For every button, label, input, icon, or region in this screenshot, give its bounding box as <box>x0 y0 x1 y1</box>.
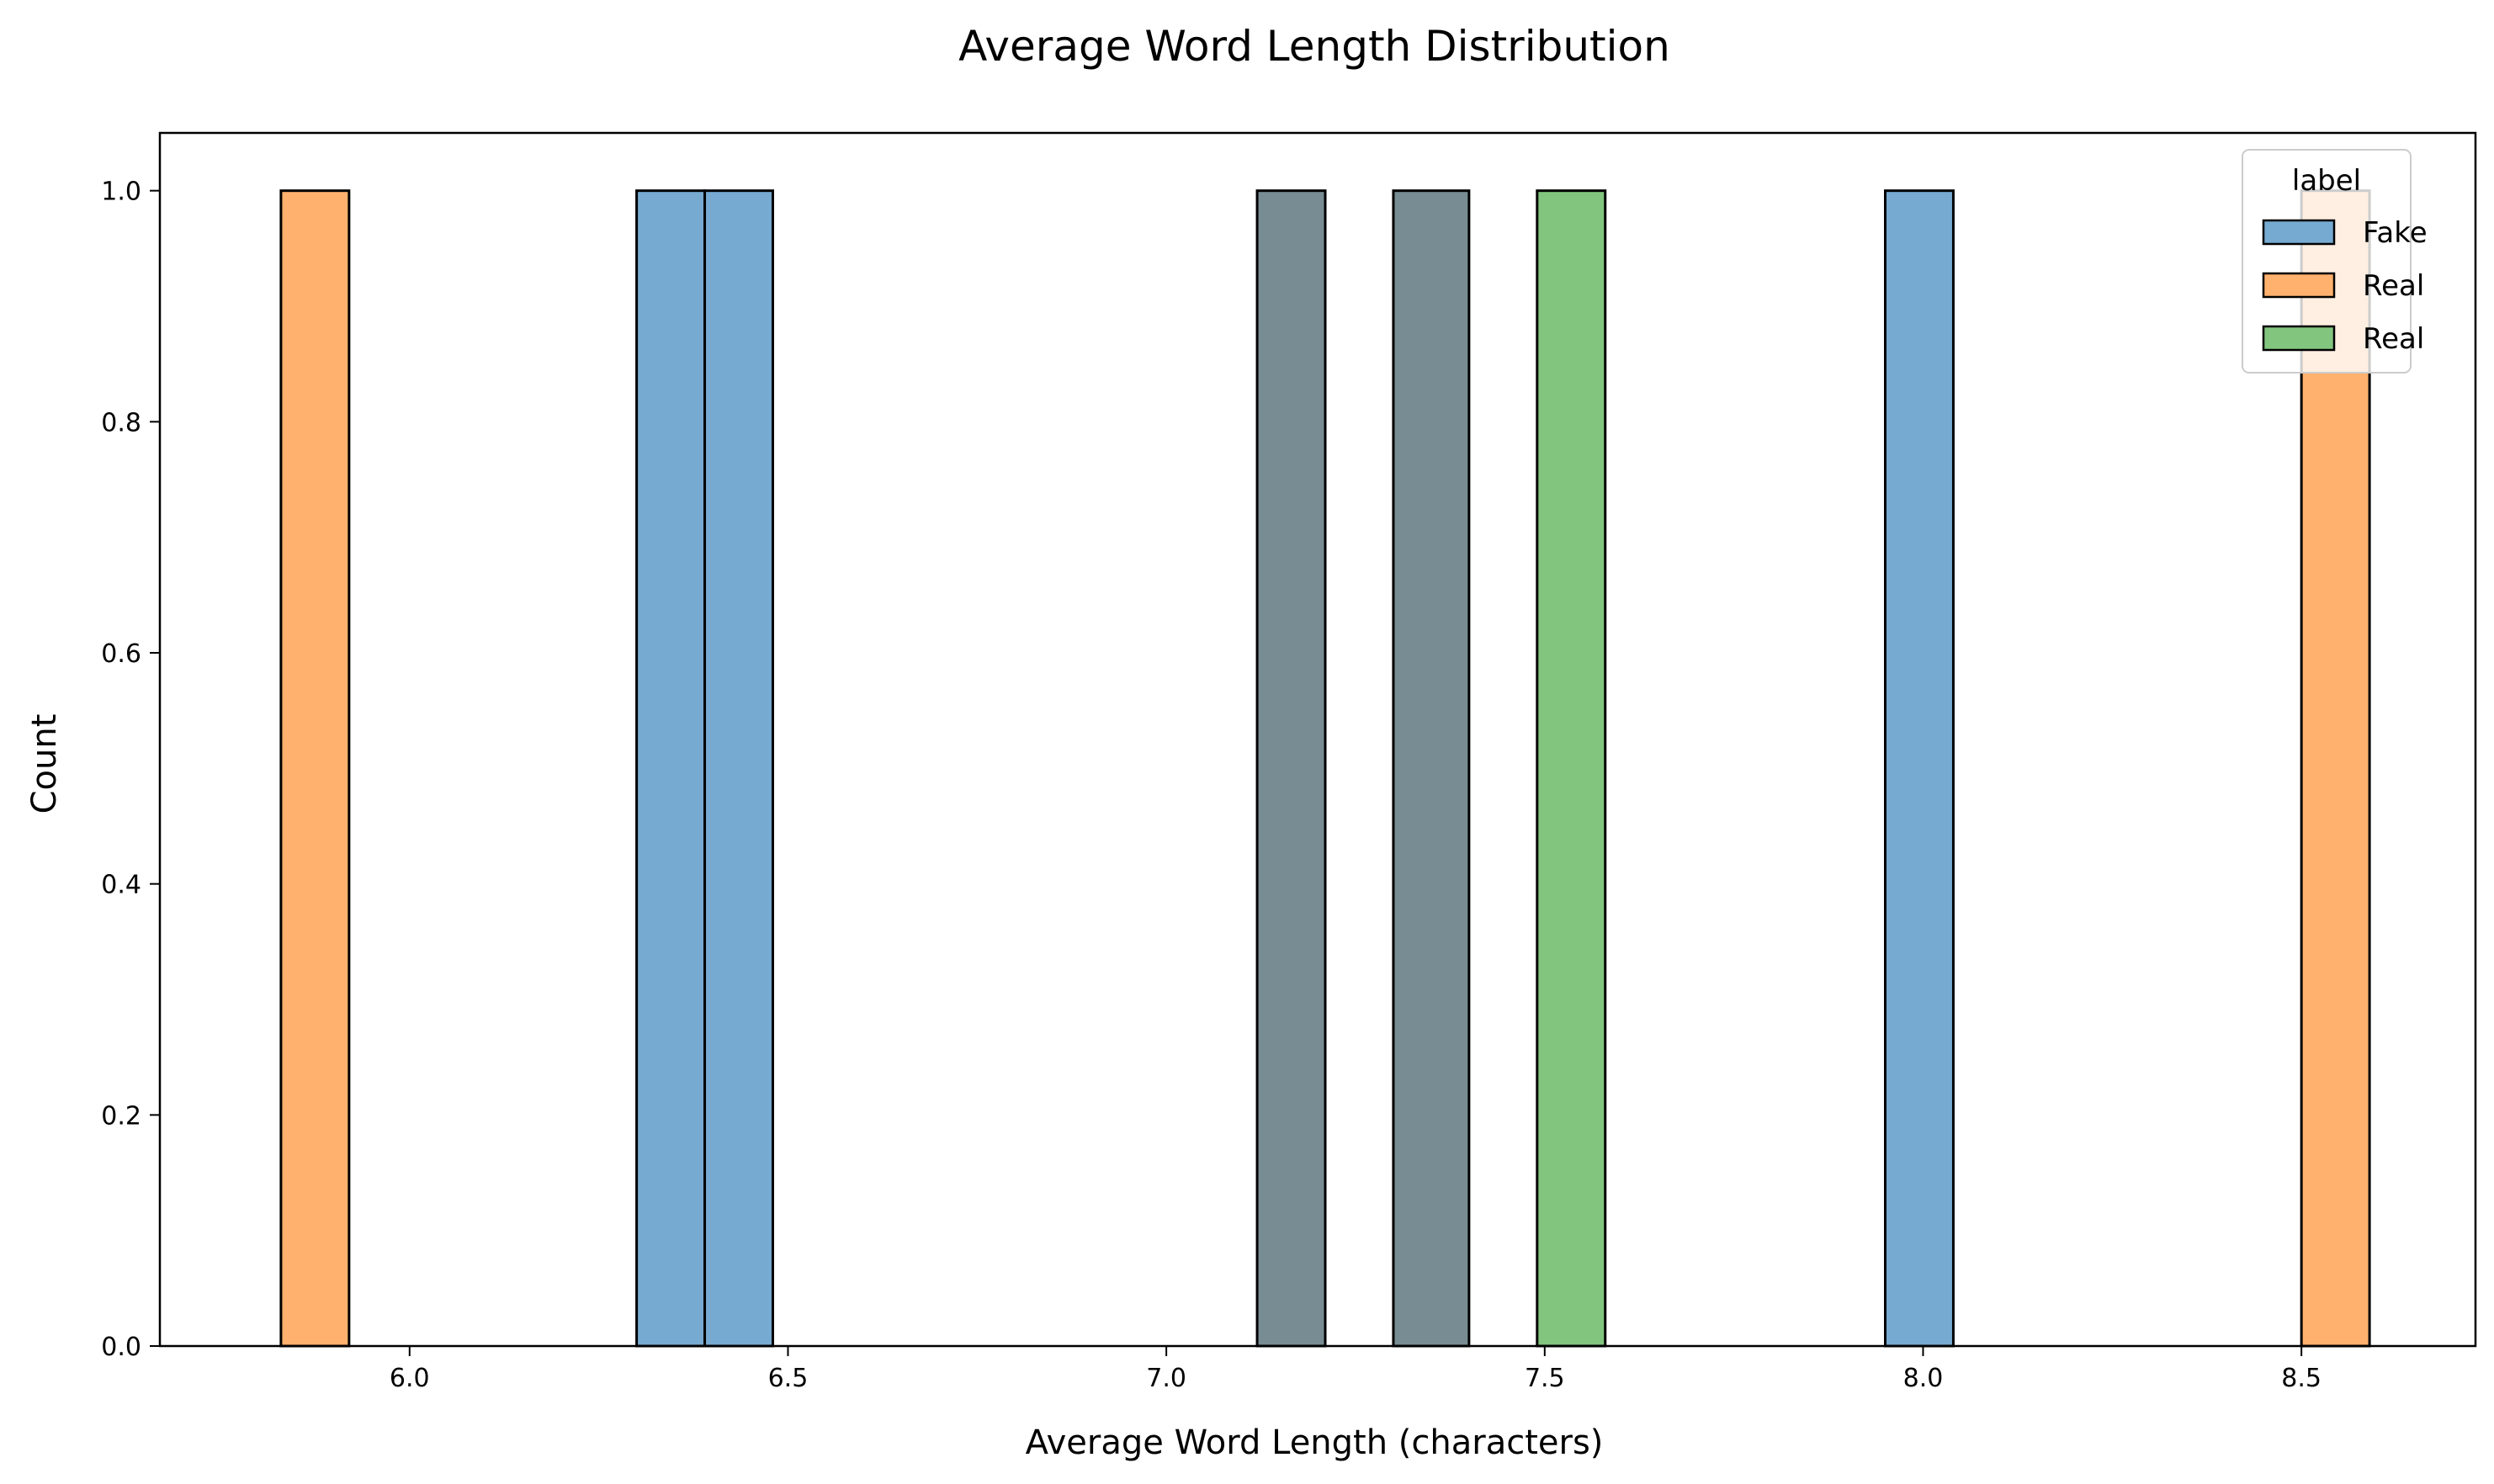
bars-layer <box>279 189 2371 1348</box>
bar-5 <box>1536 189 1607 1348</box>
legend-swatch-1 <box>2262 272 2336 299</box>
legend-label-0: Fake <box>2363 216 2428 250</box>
y-tick-label-5: 1.0 <box>101 178 141 207</box>
bar-2 <box>703 189 774 1348</box>
y-tick-label-1: 0.2 <box>101 1101 141 1131</box>
bar-0 <box>279 189 351 1348</box>
legend-box <box>2242 149 2412 374</box>
y-tick-label-2: 0.4 <box>101 871 141 900</box>
x-tick-label-0: 6.0 <box>390 1364 430 1393</box>
legend-swatch-2 <box>2262 325 2336 352</box>
x-tick-label-5: 8.5 <box>2281 1364 2322 1393</box>
x-tick-label-2: 7.0 <box>1146 1364 1186 1393</box>
chart-title: Average Word Length Distribution <box>958 22 1670 71</box>
bar-3 <box>1255 189 1327 1348</box>
x-axis-label: Average Word Length (characters) <box>1026 1423 1604 1462</box>
bar-1 <box>635 189 707 1348</box>
x-tick-label-4: 8.0 <box>1903 1364 1944 1393</box>
plot-frame <box>158 131 2477 1348</box>
bar-7 <box>2300 189 2371 1348</box>
legend: label Fake Real Real <box>2242 149 2428 374</box>
legend-label-1: Real <box>2363 269 2424 303</box>
y-tick-label-4: 0.8 <box>101 408 141 437</box>
bar-6 <box>1884 189 1955 1348</box>
y-tick-label-0: 0.0 <box>101 1333 141 1362</box>
bar-4 <box>1392 189 1471 1348</box>
x-tick-label-3: 7.5 <box>1525 1364 1565 1393</box>
axes-layer: 6.0 6.5 7.0 7.5 8.0 8.5 0.0 0.2 0.4 0.6 0.8 1.0 <box>101 131 2477 1393</box>
legend-swatch-0 <box>2262 219 2336 246</box>
y-axis-label: Count <box>25 714 64 814</box>
x-tick-label-1: 6.5 <box>768 1364 809 1393</box>
legend-entries: Fake Real Real <box>2262 216 2428 356</box>
y-tick-label-3: 0.6 <box>101 639 141 669</box>
legend-title: label <box>2292 164 2361 198</box>
legend-label-2: Real <box>2363 322 2424 356</box>
